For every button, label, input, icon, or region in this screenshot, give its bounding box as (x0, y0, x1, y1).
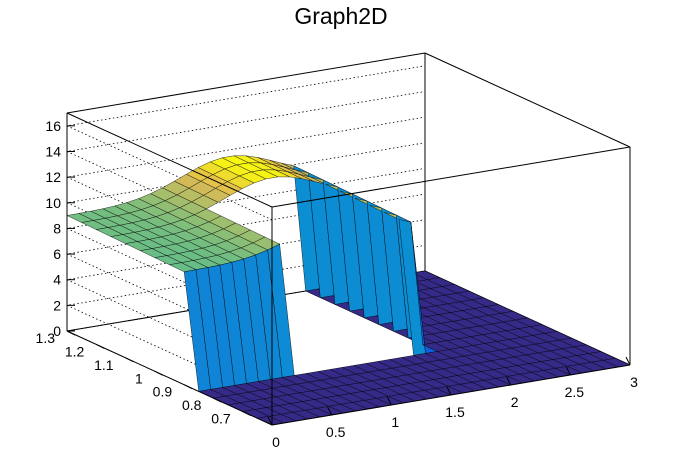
y-tick-label: 1.1 (94, 357, 114, 373)
frame-edge (66, 52, 426, 114)
x-tick-label: 0.5 (326, 424, 346, 440)
y-tick-label: 0.9 (153, 384, 173, 400)
y-tick-mark (154, 370, 164, 376)
x-tick-label: 1 (391, 414, 399, 430)
frame-edge (271, 146, 631, 208)
x-tick-mark (446, 386, 452, 396)
x-axis: 0 0.5 1 1.5 2 2.5 3 (267, 356, 638, 450)
y-tick-label: 1 (135, 370, 143, 386)
z-axis: 0 2 4 6 8 10 12 14 16 (45, 118, 75, 339)
x-tick-label: 2.5 (565, 384, 585, 400)
z-tick-label: 16 (45, 118, 61, 134)
frame-edge (66, 112, 273, 208)
y-tick-label: 1.2 (65, 343, 85, 359)
x-tick-label: 2 (511, 394, 519, 410)
y-tick-mark (183, 384, 193, 390)
x-tick-mark (506, 376, 512, 386)
y-tick-label: 1.3 (36, 330, 56, 346)
y-tick-mark (242, 411, 251, 417)
y-tick-mark (213, 397, 222, 403)
frame-edge (424, 52, 631, 148)
z-tick-label: 0 (53, 323, 61, 339)
x-tick-label: 0 (272, 434, 280, 450)
z-tick-label: 10 (45, 195, 61, 211)
x-tick-mark (386, 396, 392, 406)
z-tick-label: 14 (45, 143, 61, 159)
y-tick-label: 0.8 (182, 397, 202, 413)
y-tick-mark (125, 357, 134, 363)
x-tick-mark (267, 416, 273, 426)
y-tick-label: 0.7 (211, 411, 231, 427)
x-tick-mark (327, 406, 333, 416)
y-tick-mark (66, 330, 76, 336)
chart-title: Graph2D (294, 3, 387, 29)
z-tick-label: 12 (45, 169, 61, 185)
x-tick-mark (565, 366, 571, 376)
y-tick-mark (96, 343, 105, 349)
x-tick-label: 1.5 (445, 404, 465, 420)
y-axis: 0.7 0.8 0.9 1 1.1 1.2 1.3 (36, 330, 251, 427)
z-tick-label: 4 (53, 272, 61, 288)
z-tick-label: 2 (53, 297, 61, 313)
x-tick-mark (625, 356, 631, 366)
z-gridline (65, 65, 426, 221)
x-tick-label: 3 (630, 374, 638, 390)
surface-plot (66, 155, 631, 426)
z-tick-label: 8 (53, 220, 61, 236)
z-tick-label: 6 (53, 246, 61, 262)
